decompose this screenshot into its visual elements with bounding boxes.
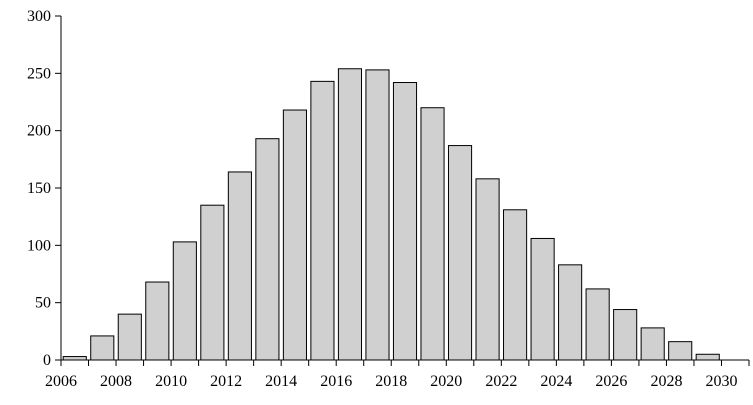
- bar-2011: [200, 204, 225, 361]
- bar-2025: [585, 288, 610, 361]
- bar-2019: [420, 107, 445, 361]
- bar-2016: [337, 68, 363, 361]
- x-tick-label: 2010: [155, 373, 187, 390]
- bar-2021: [475, 178, 500, 361]
- y-tick-label: 0: [43, 352, 51, 369]
- bar-2015: [310, 80, 335, 361]
- bar-2029: [695, 353, 720, 361]
- x-tick-label: 2020: [430, 373, 462, 390]
- bar-2028: [668, 341, 693, 361]
- bar-2013: [255, 138, 280, 361]
- x-tick-label: 2024: [540, 373, 572, 390]
- bar-2023: [530, 237, 555, 361]
- x-tick-label: 2016: [320, 373, 352, 390]
- x-tick-label: 2022: [485, 373, 517, 390]
- x-tick-label: 2026: [595, 373, 627, 390]
- bar-2022: [503, 209, 528, 361]
- bars-group: [62, 68, 720, 361]
- bar-2010: [172, 241, 197, 361]
- x-tick-label: 2028: [650, 373, 682, 390]
- x-tick-label: 2014: [265, 373, 297, 390]
- bar-2027: [640, 327, 665, 361]
- x-axis: 2006 2008 2010 2012 2014 2016 2018 2020 2022 2024…: [45, 359, 750, 390]
- x-tick-label: 2018: [375, 373, 407, 390]
- bar-2012: [227, 171, 252, 361]
- bar-2024: [558, 264, 583, 361]
- y-tick-label: 250: [27, 65, 51, 82]
- bar-2009: [145, 281, 170, 361]
- y-tick-label: 200: [27, 123, 51, 140]
- bar-2014: [282, 109, 307, 361]
- y-axis: 0 50 100 150 200 250 300: [27, 8, 62, 369]
- y-tick-label: 150: [27, 180, 51, 197]
- bar-2018: [392, 82, 418, 361]
- x-tick-label: 2008: [100, 373, 132, 390]
- bar-2020: [447, 145, 473, 361]
- y-tick-label: 300: [27, 8, 51, 25]
- bar-2008: [117, 313, 142, 361]
- bar-2026: [613, 309, 638, 361]
- y-tick-label: 100: [27, 237, 51, 254]
- bar-2006: [62, 356, 87, 361]
- y-tick-label: 50: [35, 295, 51, 312]
- x-tick-label: 2006: [45, 373, 77, 390]
- bar-2007: [90, 335, 115, 361]
- x-tick-label: 2030: [705, 373, 737, 390]
- bar-2017: [365, 69, 390, 361]
- x-tick-label: 2012: [210, 373, 242, 390]
